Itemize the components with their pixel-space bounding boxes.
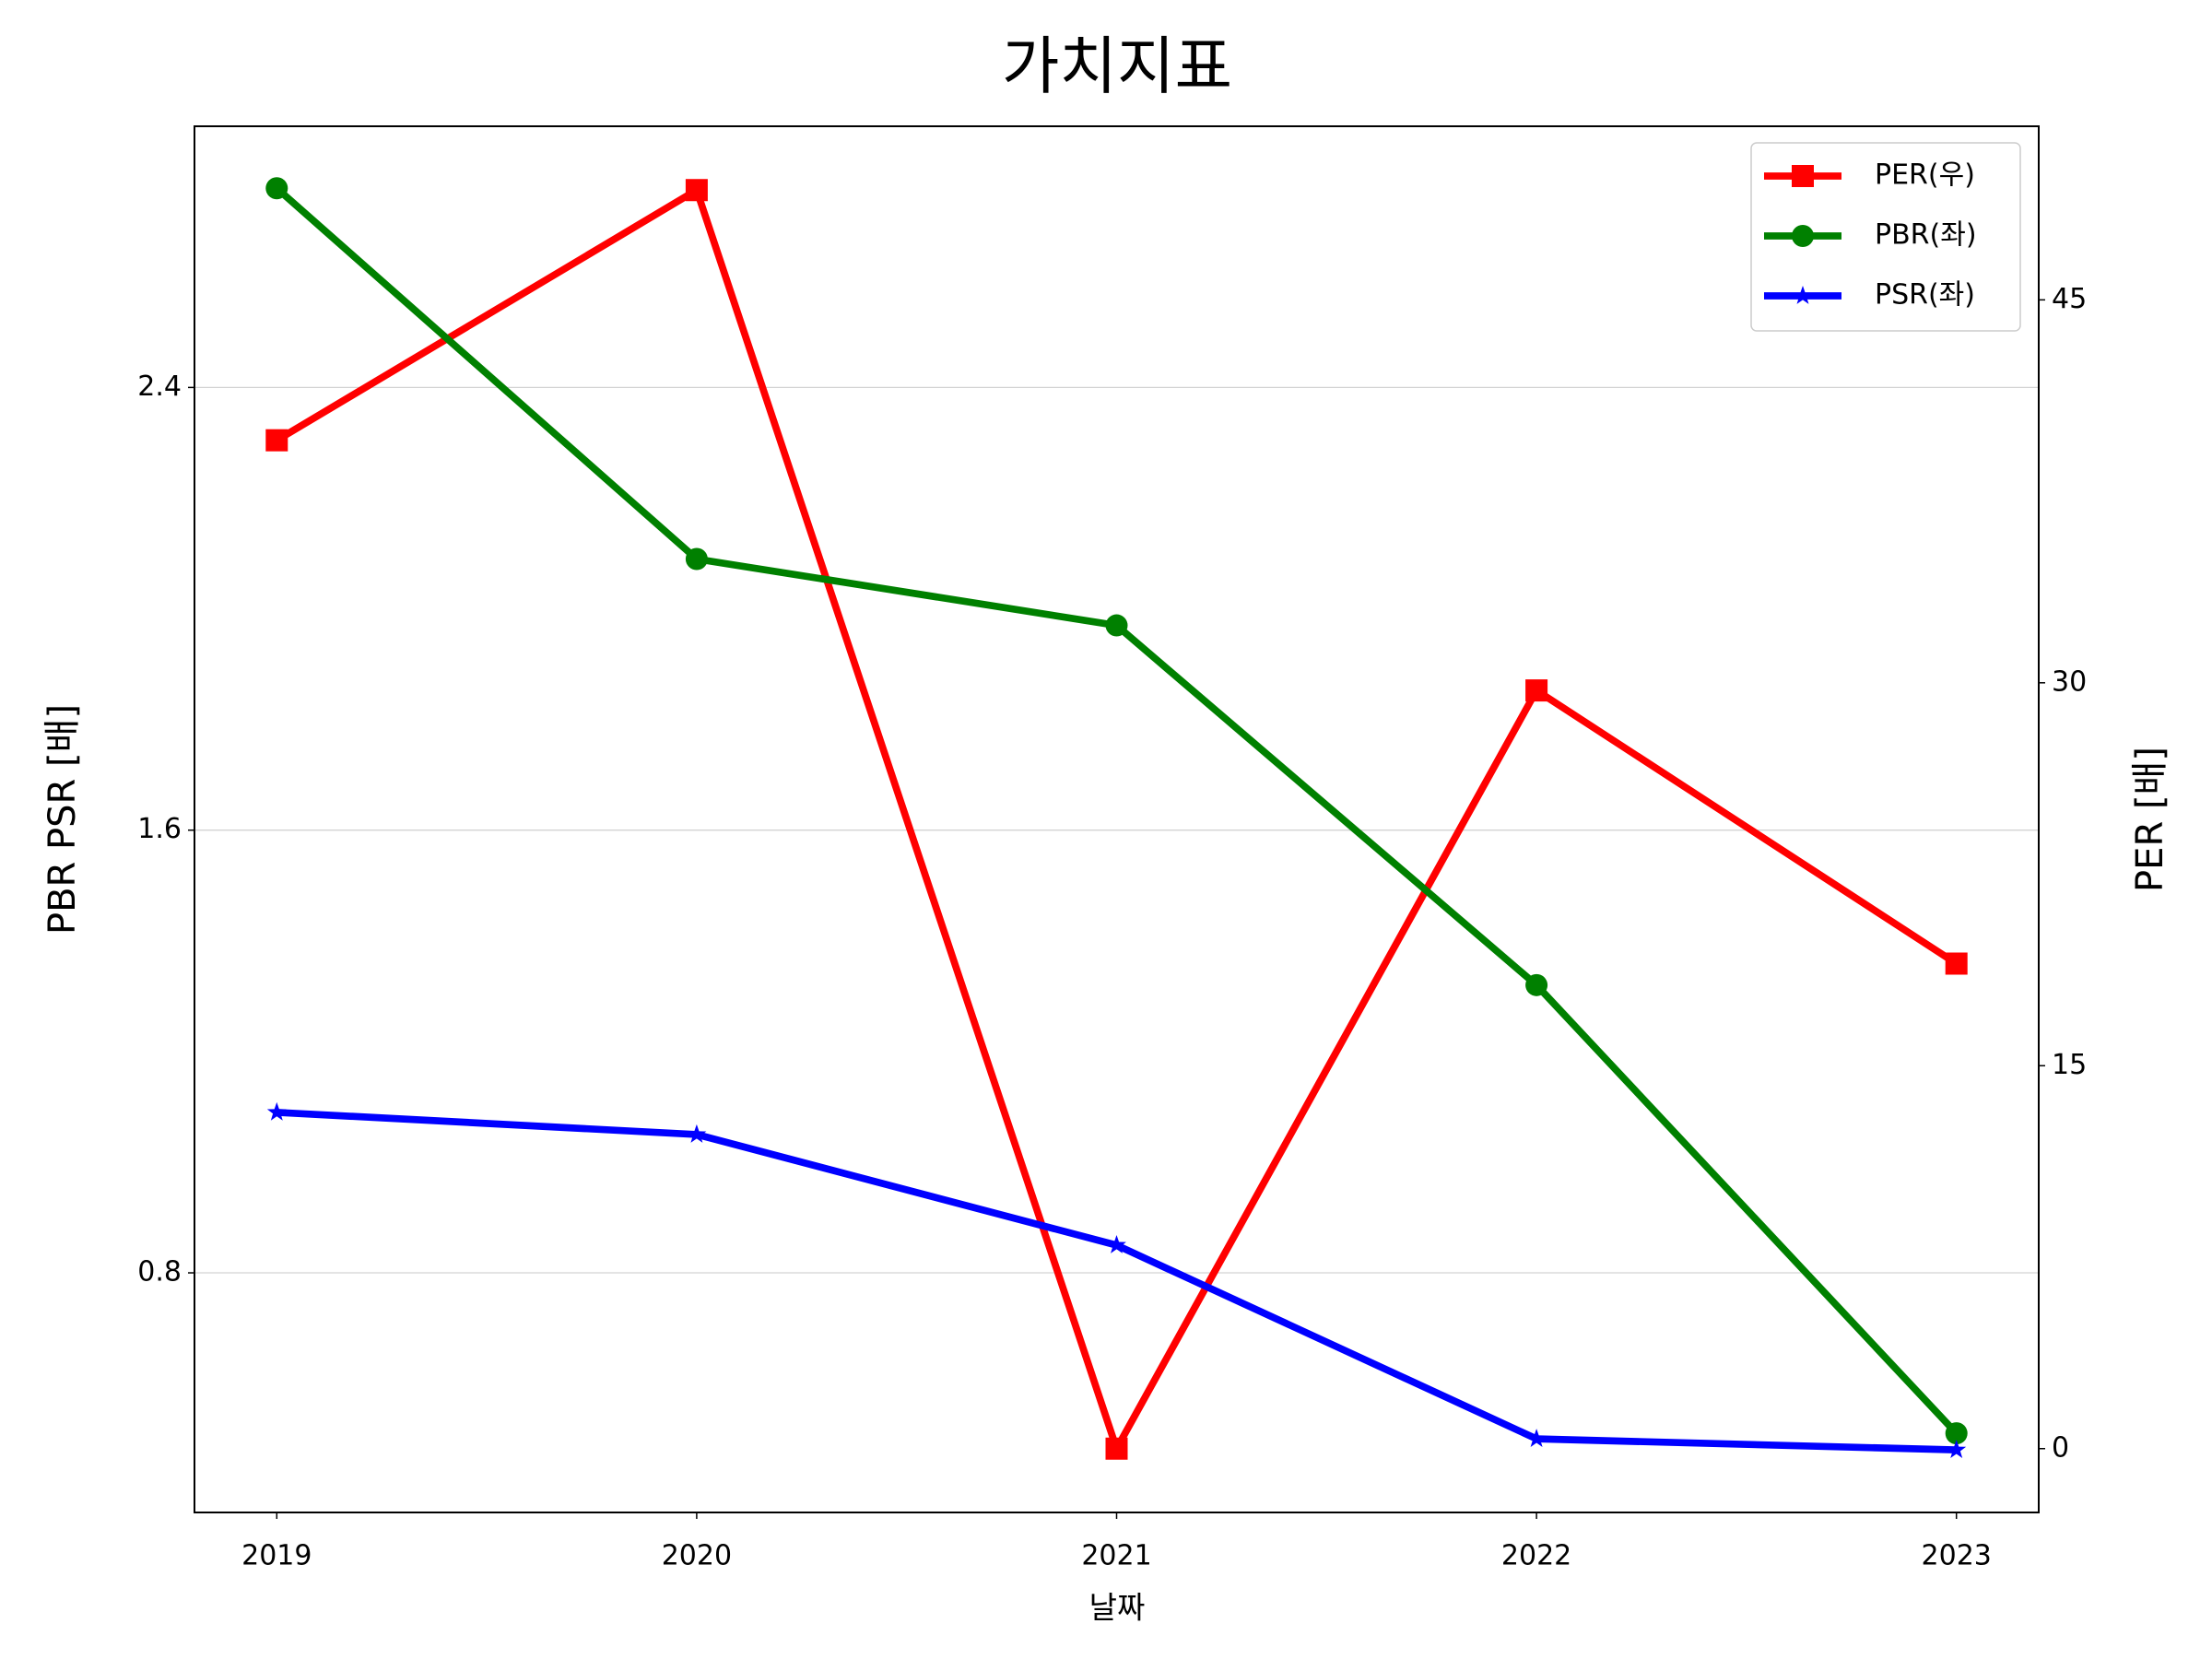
marker [1945, 952, 1968, 975]
marker [266, 1101, 287, 1121]
marker [1793, 286, 1813, 304]
y2-tick-label: 30 [2052, 665, 2087, 698]
legend-label: PSR(좌) [1875, 279, 1975, 312]
y-tick-label: 1.6 [137, 813, 182, 845]
x-tick-label: 2023 [1922, 1540, 1992, 1572]
marker [685, 547, 708, 571]
legend: PER(우) PBR(좌) PSR(좌) [1750, 142, 2021, 332]
x-tick-label: 2019 [241, 1540, 312, 1572]
marker [1526, 1429, 1547, 1448]
marker [1792, 165, 1814, 187]
marker [1525, 679, 1548, 702]
x-tick-label: 2022 [1501, 1540, 1571, 1572]
y2-axis-label: PER [배] [2129, 747, 2171, 892]
marker [265, 177, 288, 200]
y-tick-label: 0.8 [137, 1256, 182, 1288]
marker [1947, 1440, 1967, 1459]
y2-tick-label: 15 [2052, 1049, 2087, 1081]
legend-label: PBR(좌) [1875, 219, 1977, 252]
plot-frame [194, 125, 2040, 1513]
marker [1105, 614, 1128, 637]
y2-tick-label: 0 [2052, 1431, 2069, 1464]
marker [1792, 225, 1814, 247]
marker [685, 179, 708, 202]
y2-tick-label: 45 [2052, 283, 2087, 315]
marker [1945, 1422, 1968, 1445]
y-tick-label: 2.4 [137, 371, 182, 403]
legend-box [1750, 142, 2021, 332]
marker [687, 1124, 707, 1143]
marker [1525, 973, 1548, 996]
x-tick-label: 2021 [1081, 1540, 1151, 1572]
marker [1105, 1437, 1128, 1460]
x-tick-label: 2020 [662, 1540, 732, 1572]
x-axis-label: 날짜 [1089, 1590, 1146, 1626]
marker [265, 429, 288, 452]
marker [1107, 1235, 1126, 1253]
chart-title: 가치지표 [1002, 31, 1232, 104]
legend-label: PER(우) [1875, 159, 1975, 192]
y-axis-label: PBR PSR [배] [41, 704, 84, 935]
